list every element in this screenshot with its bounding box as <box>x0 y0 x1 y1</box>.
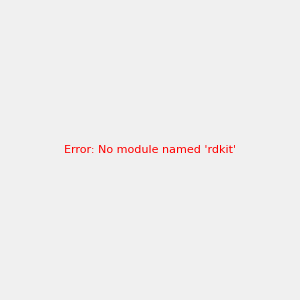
Text: Error: No module named 'rdkit': Error: No module named 'rdkit' <box>64 145 236 155</box>
